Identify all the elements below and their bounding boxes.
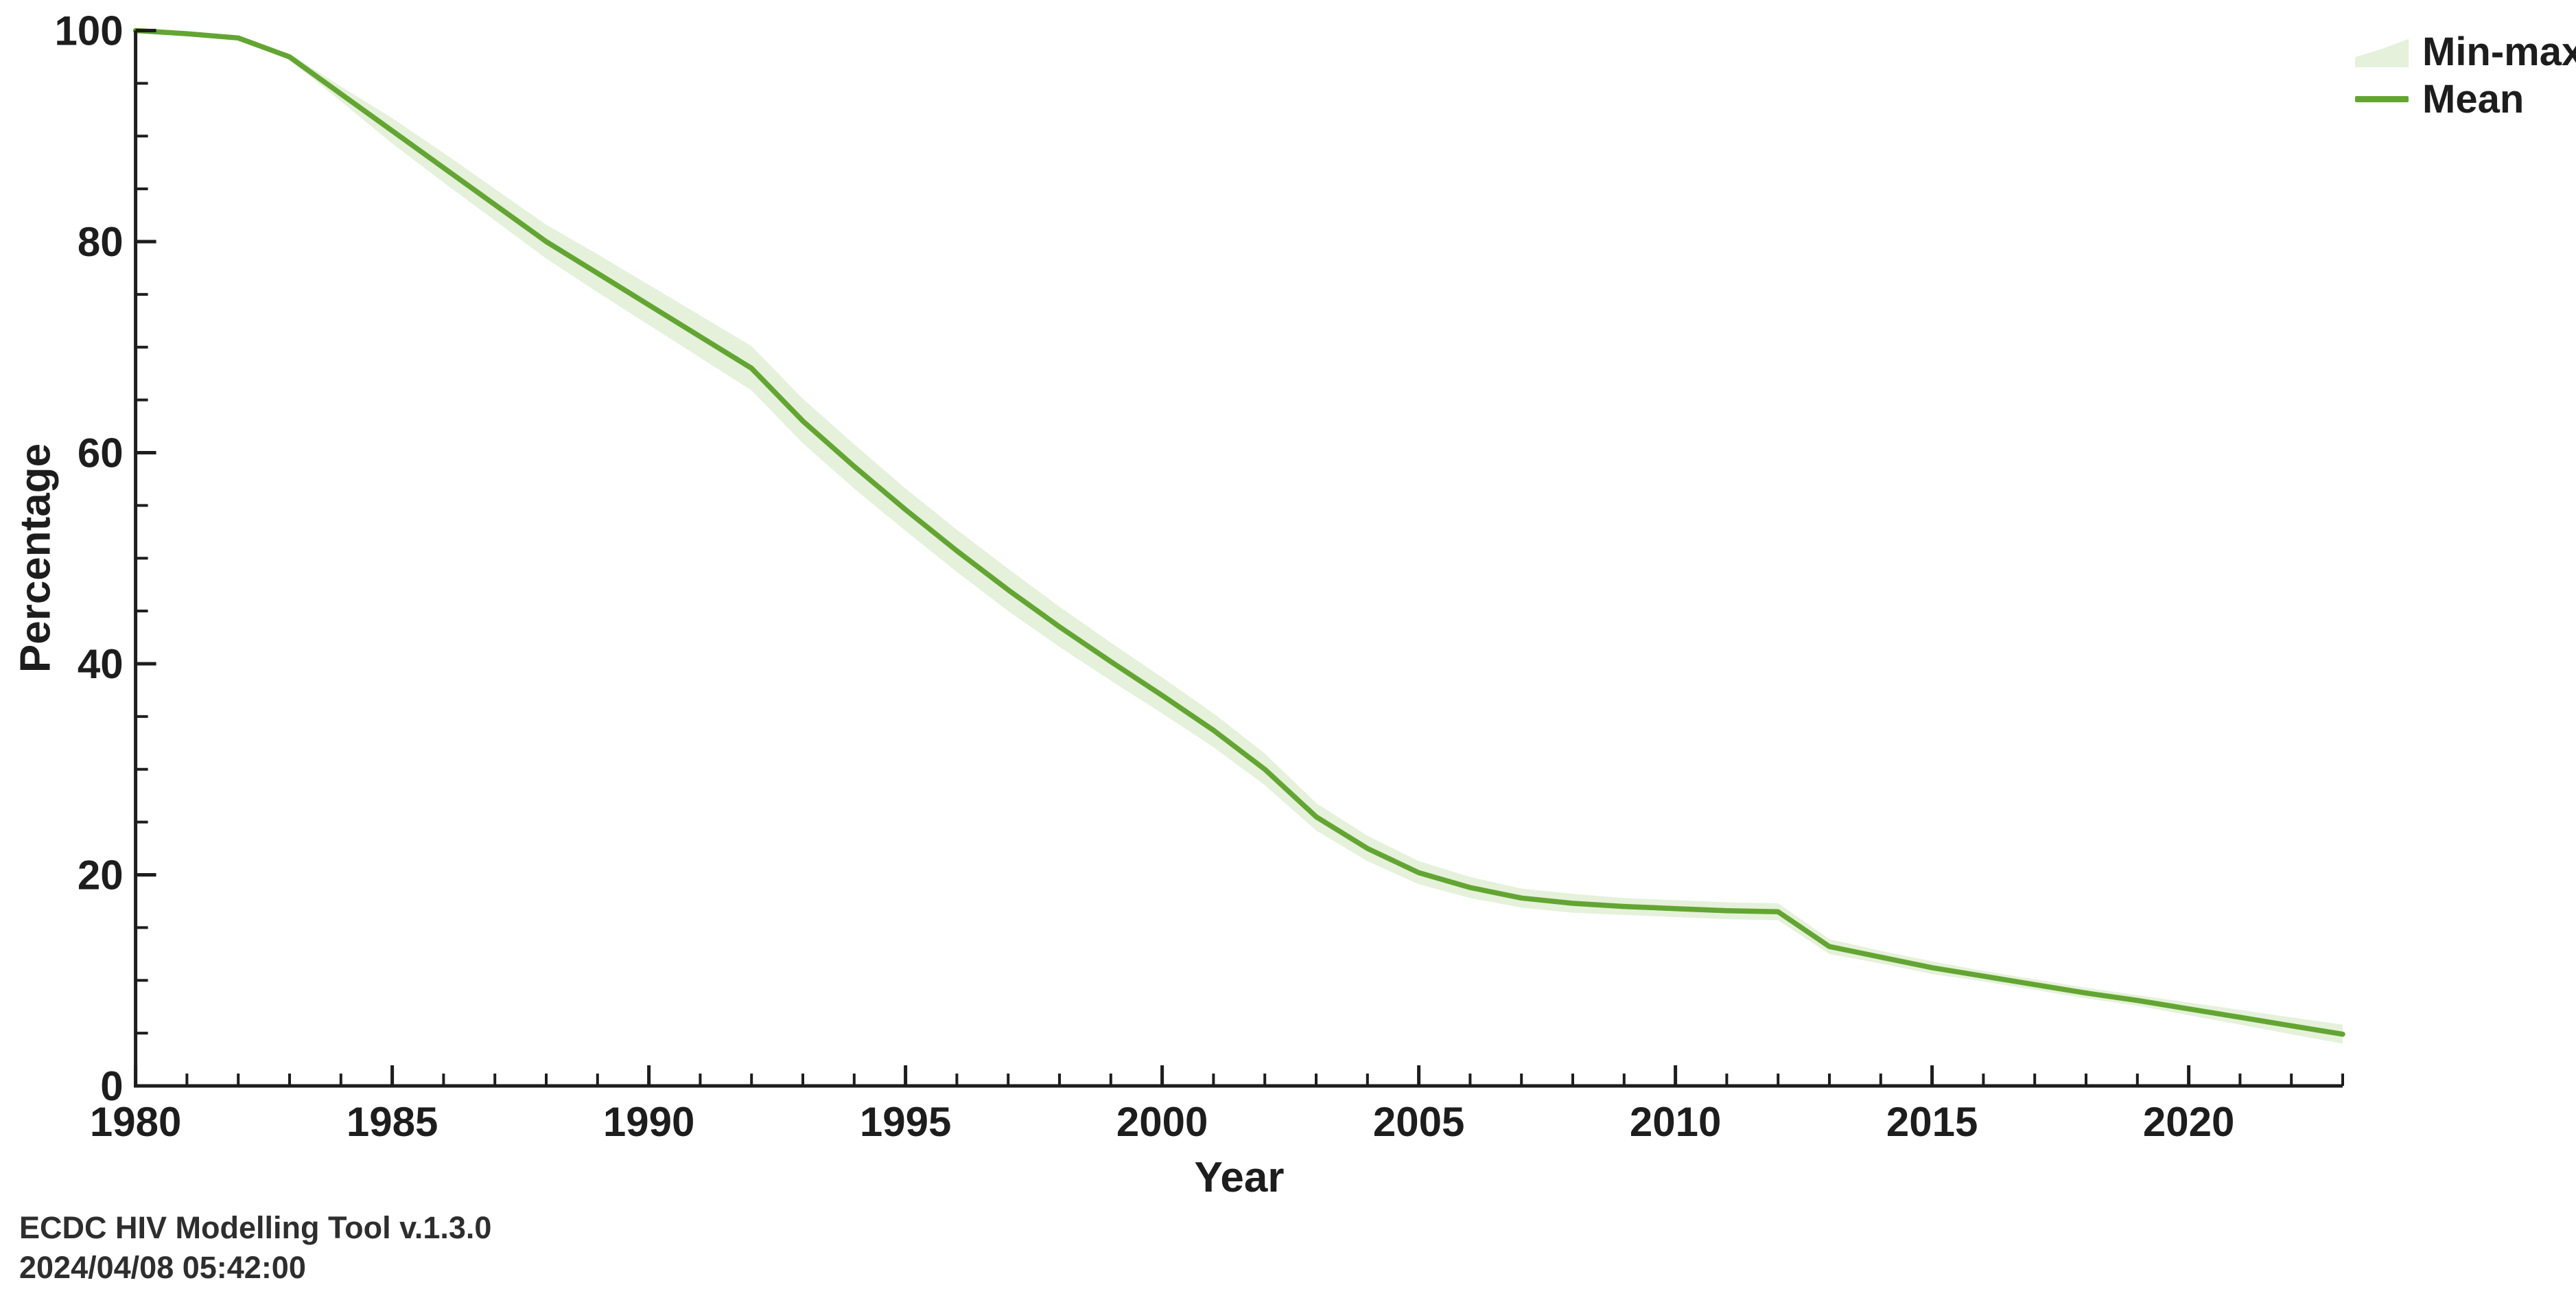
mean-line-swatch-icon	[2355, 95, 2409, 102]
x-tick-label: 1980	[90, 1099, 181, 1145]
x-tick-label: 1995	[860, 1099, 951, 1145]
y-tick-label: 80	[78, 219, 124, 265]
minmax-band-swatch-icon	[2355, 38, 2409, 67]
legend-label-minmax: Min-max	[2422, 29, 2576, 74]
legend-item-mean: Mean	[2355, 77, 2576, 121]
footer-tool-version: ECDC HIV Modelling Tool v.1.3.0	[19, 1210, 492, 1245]
x-tick-label: 2000	[1116, 1099, 1208, 1145]
legend-label-mean: Mean	[2422, 76, 2525, 121]
x-tick-label: 2005	[1373, 1099, 1464, 1145]
y-tick-label: 0	[100, 1063, 123, 1109]
x-tick-label: 1990	[603, 1099, 694, 1145]
ticks	[134, 29, 2344, 1088]
legend: Min-max Mean	[2355, 30, 2576, 121]
y-axis-title: Percentage	[12, 443, 60, 673]
footer: ECDC HIV Modelling Tool v.1.3.0 2024/04/…	[19, 1208, 491, 1288]
x-axis-title: Year	[1194, 1154, 1285, 1201]
tick-labels: 0 20 40 60 80 100 1980 1985 1990 1995 2000 2005 2010…	[54, 8, 2234, 1146]
y-tick-label: 60	[78, 430, 124, 476]
x-tick-label: 1985	[347, 1099, 438, 1145]
mean-line	[132, 27, 2345, 1037]
x-tick-label: 2010	[1630, 1099, 1721, 1145]
y-tick-label: 40	[78, 641, 124, 687]
x-tick-label: 2015	[1886, 1099, 1978, 1145]
x-tick-label: 2020	[2143, 1099, 2234, 1145]
y-tick-label: 100	[54, 8, 123, 54]
legend-item-minmax: Min-max	[2355, 30, 2576, 74]
footer-timestamp: 2024/04/08 05:42:00	[19, 1250, 306, 1285]
y-tick-label: 20	[78, 853, 124, 899]
